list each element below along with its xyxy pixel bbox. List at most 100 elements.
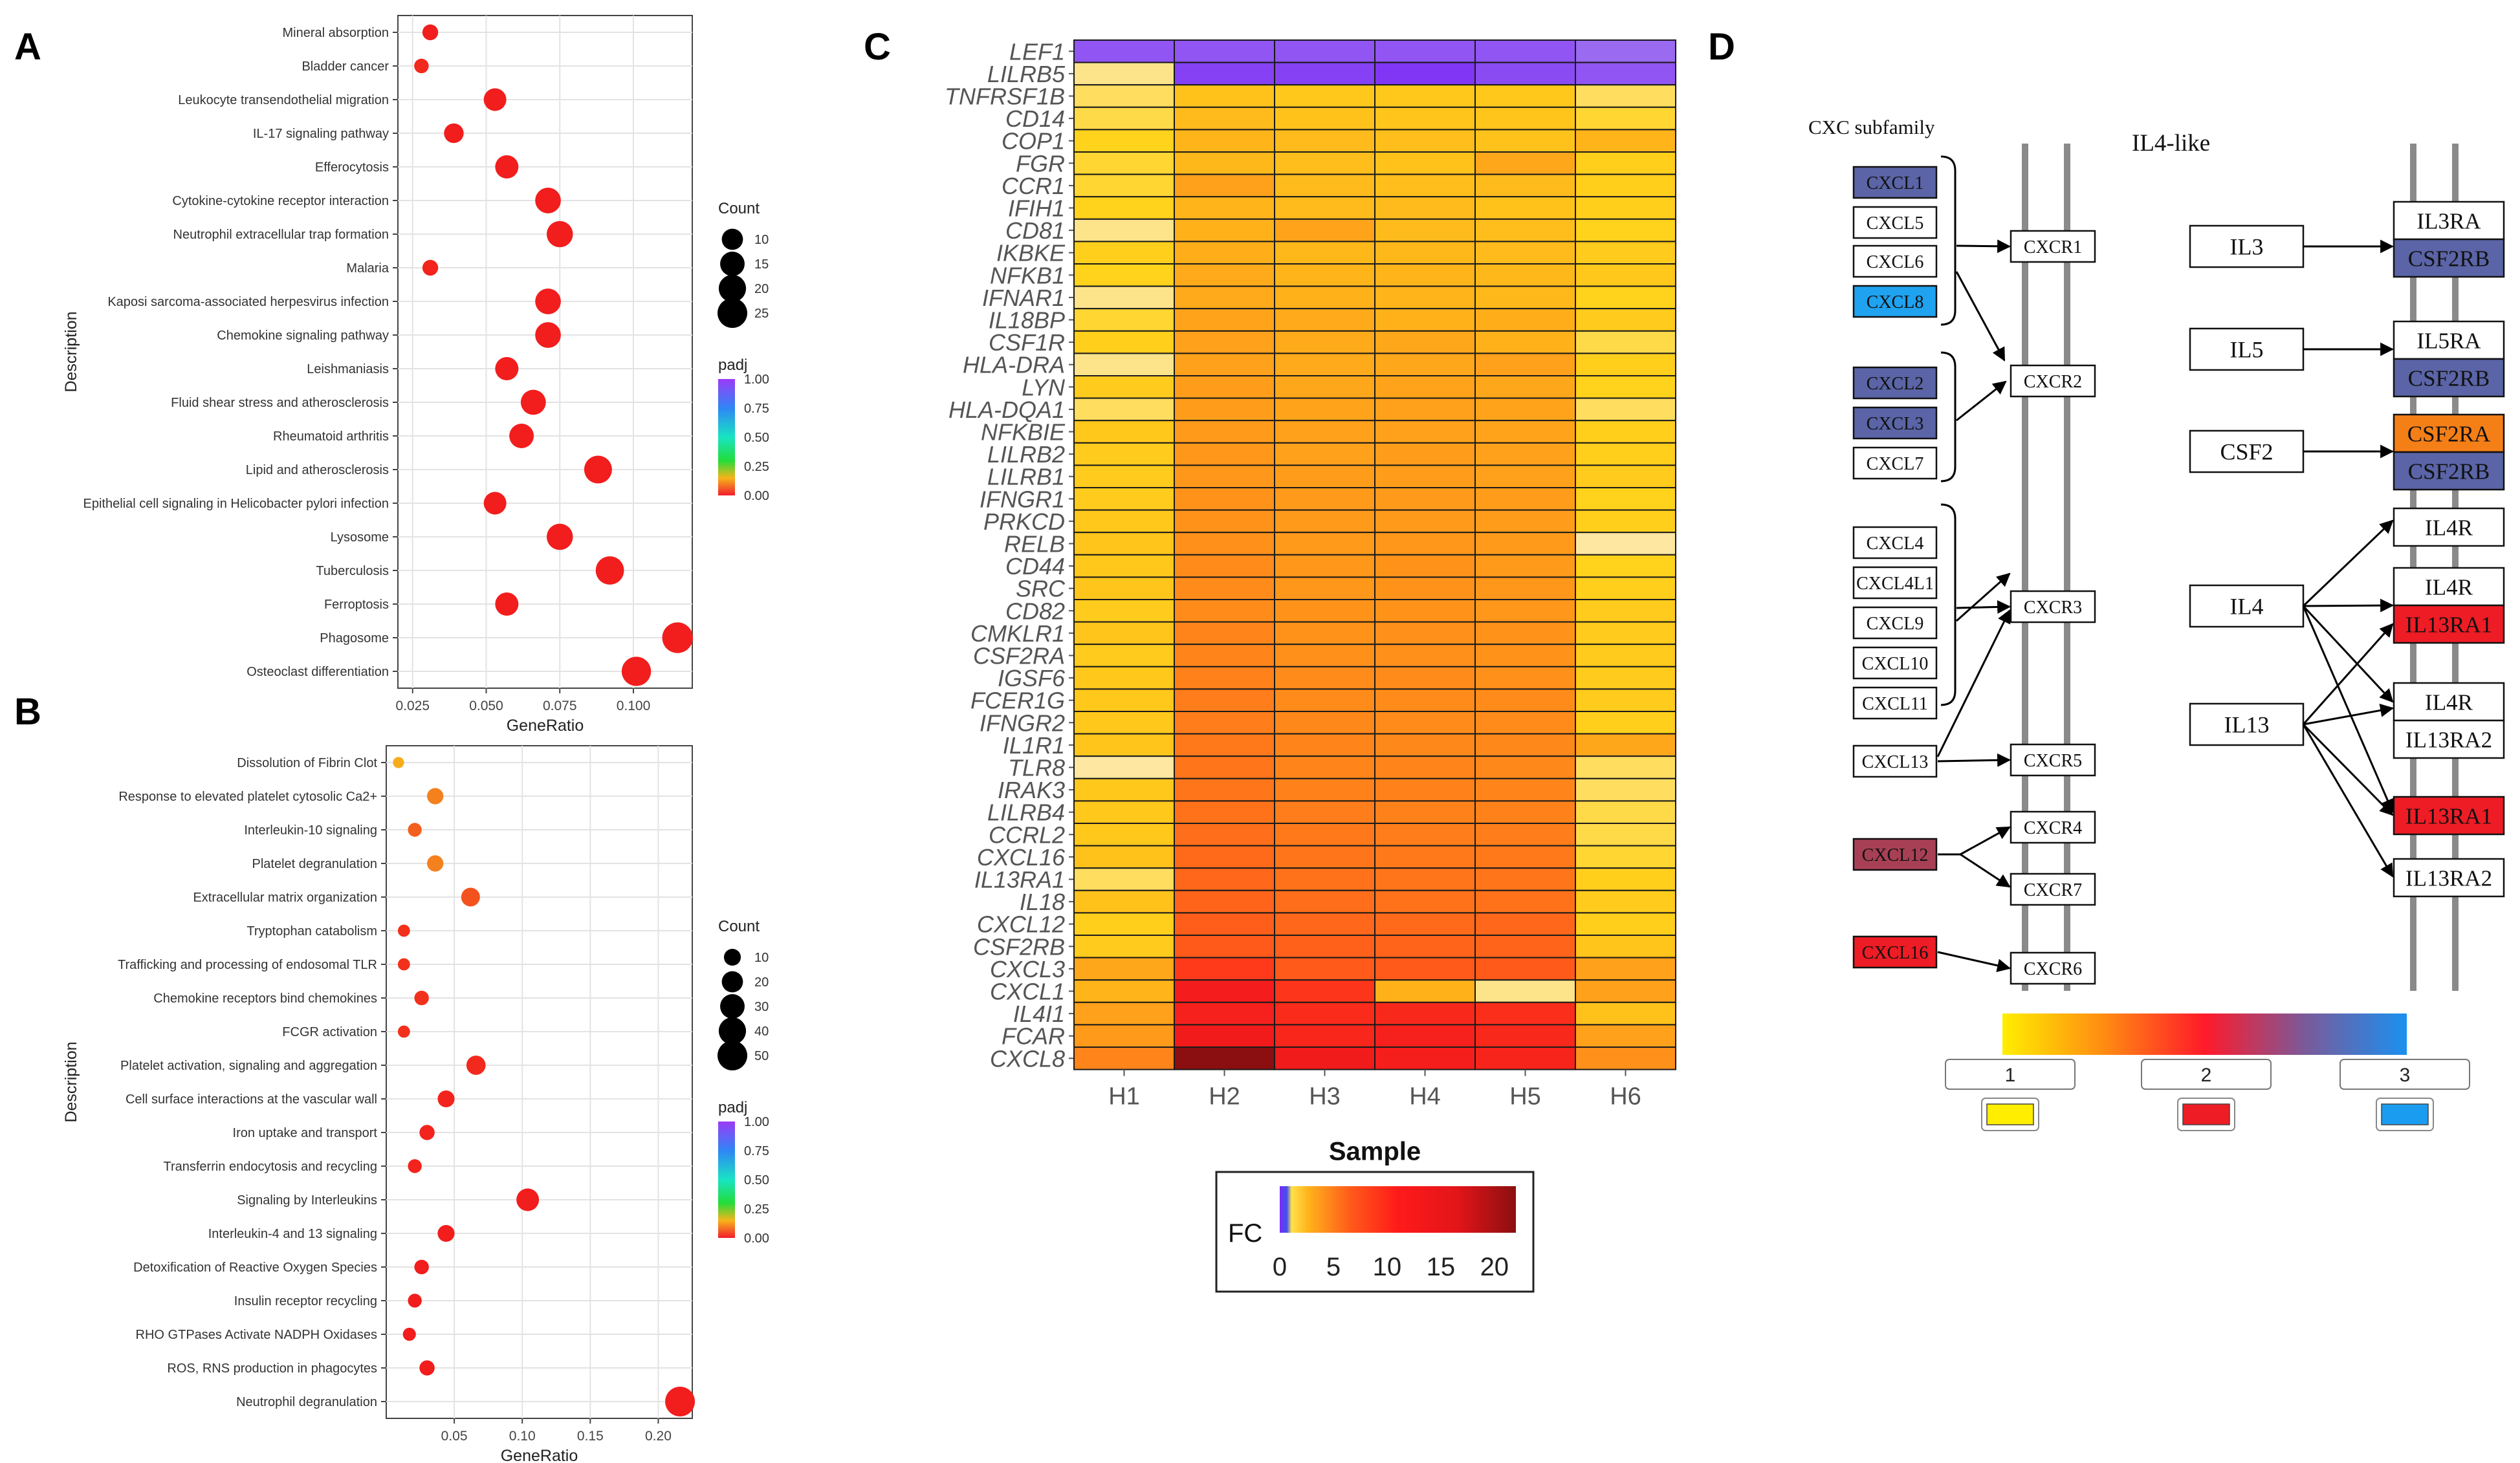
x-tick-label: 0.075 [543, 699, 577, 713]
ligand-cxcl4: CXCL4 [1867, 534, 1924, 554]
ligand-csf2: CSF2 [2220, 439, 2273, 465]
heatmap-cell [1374, 777, 1476, 802]
heatmap-cell [1474, 867, 1576, 891]
heatmap-cell [1474, 800, 1576, 825]
heatmap-cell [1073, 218, 1175, 243]
heatmap-cell [1073, 688, 1175, 713]
heatmap-cell [1575, 84, 1676, 108]
row-label: IL18 [1020, 889, 1065, 915]
heatmap-cell [1374, 912, 1476, 937]
data-point [621, 656, 652, 686]
heatmap-cell [1575, 61, 1676, 86]
row-label: CCRL2 [989, 821, 1065, 848]
ligand-cxcl9: CXCL9 [1867, 614, 1924, 634]
ligand-il5-box [2189, 327, 2305, 371]
y-tick-label: Lipid and atherosclerosis [246, 463, 389, 477]
data-point [495, 155, 519, 179]
data-point [584, 455, 612, 484]
heatmap-cell [1374, 308, 1476, 332]
legend-tick-label: 0 [1273, 1253, 1287, 1281]
legend-swatch [2381, 1103, 2429, 1125]
heatmap-cell [1073, 308, 1175, 332]
legend-count-dot [720, 252, 745, 276]
legend-label: 2 [2201, 1065, 2212, 1086]
data-point [437, 1224, 455, 1242]
legend-label-box [2141, 1059, 2272, 1090]
legend-padj-title: padj [718, 1099, 747, 1116]
ligand-cxcl9-box [1852, 606, 1938, 640]
heatmap-cell [1274, 263, 1375, 287]
heatmap-cell [1575, 196, 1676, 220]
heatmap-cell [1474, 823, 1576, 847]
heatmap-cell [1374, 241, 1476, 265]
heatmap-cell [1174, 1024, 1275, 1048]
heatmap-cell [1474, 688, 1576, 713]
heatmap-cell [1374, 352, 1476, 377]
heatmap-cell [1073, 912, 1175, 937]
heatmap-cell [1073, 823, 1175, 847]
x-axis-title: GeneRatio [501, 1447, 578, 1463]
receptor-csf2rb-box [2393, 358, 2505, 398]
heatmap-cell [1374, 957, 1476, 981]
heatmap-cell [1374, 129, 1476, 153]
pathway-arrow [2302, 723, 2394, 816]
heatmap-cell [1174, 912, 1275, 937]
pathway-arrow [1960, 826, 2011, 856]
plot-area [397, 15, 693, 689]
heatmap-cell [1474, 487, 1576, 511]
heatmap-cell [1374, 666, 1476, 690]
heatmap-cell [1474, 644, 1576, 667]
heatmap-cell [1274, 889, 1375, 914]
y-tick-label: Mineral absorption [282, 26, 389, 40]
x-tick-label: 0.15 [577, 1429, 604, 1444]
row-label: LILRB1 [987, 464, 1065, 490]
pathway-arrow [2302, 623, 2394, 725]
heatmap-cell [1374, 711, 1476, 735]
ligand-cxcl13-box [1852, 744, 1938, 778]
row-label: IL4I1 [1013, 1001, 1065, 1027]
row-label: CXCL8 [990, 1045, 1065, 1072]
heatmap-cell [1374, 442, 1476, 466]
heatmap-cell [1374, 397, 1476, 422]
heatmap-cell [1174, 554, 1275, 578]
ligand-cxcl4l1-box [1852, 566, 1938, 600]
heatmap-cell [1073, 845, 1175, 869]
heatmap-cell [1474, 1001, 1576, 1026]
heatmap-cell [1474, 218, 1576, 243]
legend-count-dot [721, 971, 743, 993]
heatmap-cell [1073, 666, 1175, 690]
heatmap-cell [1174, 196, 1275, 220]
receptor-cxcr2-box [2010, 364, 2096, 398]
heatmap-cell [1174, 644, 1275, 667]
heatmap-cell [1174, 599, 1275, 623]
heatmap-cell [1073, 1024, 1175, 1048]
heatmap-cell [1073, 352, 1175, 377]
receptor-cxcr5: CXCR5 [2024, 751, 2082, 771]
data-point [444, 123, 464, 144]
data-point [535, 322, 561, 348]
y-tick-label: Cytokine-cytokine receptor interaction [172, 194, 389, 208]
legend-padj-colorbar [718, 379, 735, 495]
heatmap-cell [1575, 912, 1676, 937]
legend-tick-label: 15 [1427, 1253, 1456, 1281]
heatmap-cell [1073, 509, 1175, 534]
ligand-cxcl10-box [1852, 646, 1938, 680]
heatmap-cell [1575, 576, 1676, 601]
receptor-cxcr2: CXCR2 [2024, 372, 2082, 392]
heatmap-cell [1073, 106, 1175, 131]
receptor-cxcr1: CXCR1 [2024, 237, 2082, 257]
heatmap-cell [1575, 285, 1676, 310]
heatmap-cell [1575, 621, 1676, 645]
row-label: LYN [1022, 374, 1066, 400]
receptor-il13ra2: IL13RA2 [2405, 727, 2492, 752]
data-point [483, 492, 507, 515]
heatmap-cell [1274, 733, 1375, 757]
heatmap-cell [1274, 554, 1375, 578]
ligand-cxcl7-box [1852, 446, 1938, 480]
ligand-cxcl2: CXCL2 [1867, 374, 1924, 394]
receptor-csf2rb: CSF2RB [2408, 365, 2490, 391]
y-tick-label: Extracellular matrix organization [193, 891, 377, 905]
ligand-cxcl1-box [1852, 166, 1938, 199]
heatmap-cell [1174, 241, 1275, 265]
row-label: PRKCD [983, 508, 1065, 535]
